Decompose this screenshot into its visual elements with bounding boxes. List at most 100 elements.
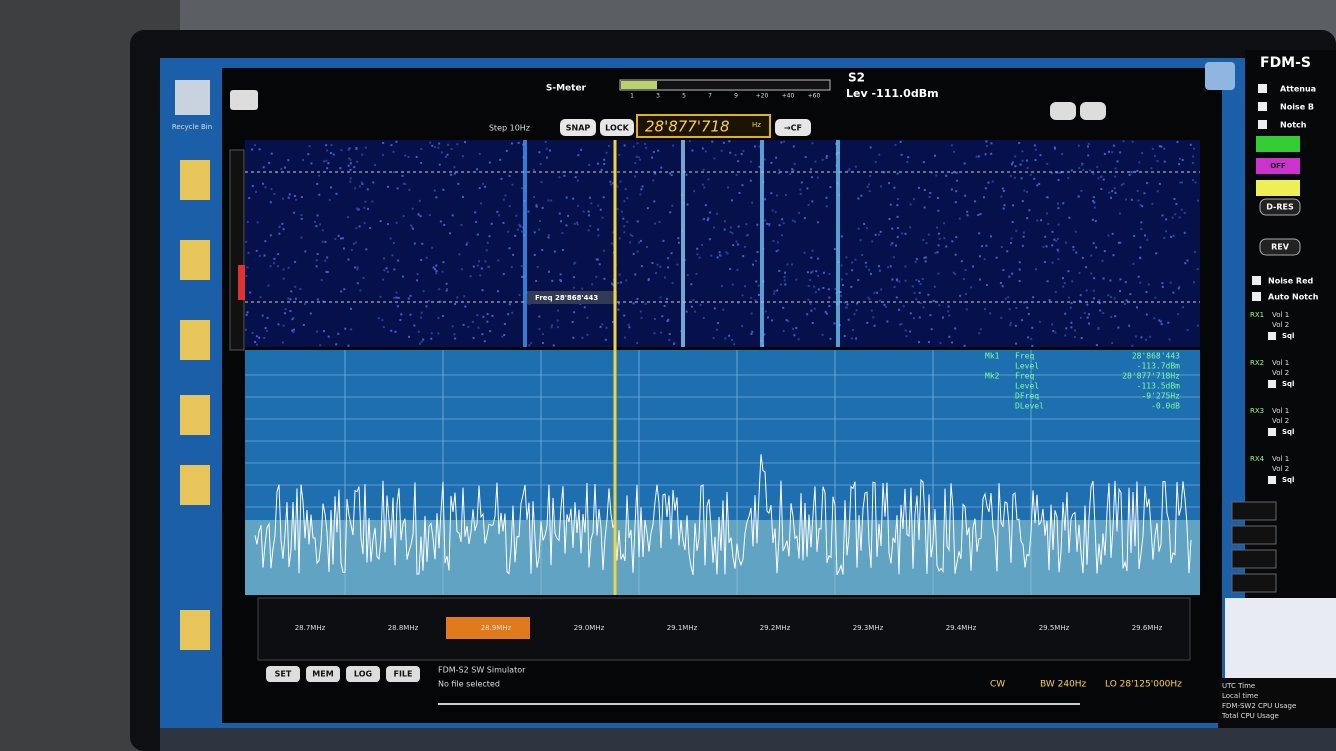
memory-slot[interactable] [1232, 502, 1276, 520]
notch-button[interactable] [1256, 180, 1300, 196]
waterfall-speck [934, 252, 936, 254]
memory-slot[interactable] [1232, 550, 1276, 568]
waterfall-speck [865, 262, 867, 264]
waterfall-speck [1139, 257, 1141, 259]
waterfall-speck [417, 273, 419, 275]
filter-button[interactable] [1050, 102, 1076, 120]
waterfall-speck [714, 307, 716, 309]
checkbox[interactable] [1258, 120, 1267, 129]
waterfall-speck [316, 265, 318, 267]
waterfall-speck [326, 167, 328, 169]
waterfall-speck [1087, 317, 1089, 319]
rev-label[interactable]: REV [1271, 243, 1290, 252]
waterfall-speck [247, 266, 249, 268]
waterfall-speck [636, 142, 638, 144]
lo: LO 28'125'000Hz [1105, 680, 1182, 690]
waterfall-speck [1028, 209, 1030, 211]
waterfall-speck [590, 202, 592, 204]
waterfall-speck [764, 219, 766, 221]
memory-slot[interactable] [1232, 526, 1276, 544]
waterfall-speck [1042, 246, 1044, 248]
speaker-button[interactable] [230, 90, 258, 110]
waterfall-speck [668, 339, 670, 341]
waterfall-speck [970, 286, 972, 288]
waterfall-speck [546, 157, 548, 159]
waterfall-speck [600, 209, 602, 211]
waterfall-speck [1136, 306, 1138, 308]
waterfall-speck [717, 256, 719, 258]
waterfall-speck [737, 244, 739, 246]
settings-button[interactable] [1205, 62, 1235, 90]
waterfall-speck [773, 293, 775, 295]
waterfall-speck [1174, 213, 1176, 215]
memory-slot[interactable] [1232, 574, 1276, 592]
waterfall-speck [758, 285, 760, 287]
bottom-button-label[interactable]: LOG [354, 670, 372, 679]
waterfall-speck [1019, 269, 1021, 271]
waterfall-speck [335, 193, 337, 195]
waterfall-speck [1087, 154, 1089, 156]
waterfall-speck [685, 174, 687, 176]
waterfall-speck [270, 234, 272, 236]
waterfall-speck [851, 269, 853, 271]
waterfall-speck [781, 218, 783, 220]
bottom-button-label[interactable]: SET [275, 670, 292, 679]
waterfall-speck [1062, 277, 1064, 279]
waterfall-speck [913, 317, 915, 319]
waterfall-speck [678, 242, 680, 244]
bottom-button-label[interactable]: MEM [312, 670, 333, 679]
waterfall-speck [722, 309, 724, 311]
waterfall-speck [1170, 282, 1172, 284]
notch-button[interactable] [1256, 136, 1300, 152]
checkbox[interactable] [1252, 292, 1261, 301]
waterfall-speck [854, 259, 856, 261]
waterfall-speck [735, 241, 737, 243]
waterfall-speck [1064, 282, 1066, 284]
waterfall-speck [473, 337, 475, 339]
waterfall-speck [300, 237, 302, 239]
waterfall-speck [454, 173, 456, 175]
waterfall-speck [629, 241, 631, 243]
waterfall-speck [942, 317, 944, 319]
checkbox[interactable] [1258, 102, 1267, 111]
waterfall-speck [780, 284, 782, 286]
snap-label[interactable]: SNAP [566, 124, 591, 133]
checkbox[interactable] [1268, 380, 1276, 388]
waterfall-speck [383, 269, 385, 271]
checkbox[interactable] [1268, 428, 1276, 436]
waterfall-speck [581, 337, 583, 339]
waterfall-speck [1164, 161, 1166, 163]
waterfall-speck [774, 290, 776, 292]
waterfall-speck [1155, 252, 1157, 254]
waterfall-speck [770, 192, 772, 194]
waterfall-speck [651, 262, 653, 264]
bottom-button-label[interactable]: FILE [393, 670, 412, 679]
waterfall-speck [446, 283, 448, 285]
waterfall-speck [584, 306, 586, 308]
checkbox[interactable] [1268, 476, 1276, 484]
waterfall-speck [491, 223, 493, 225]
waterfall-speck [1110, 296, 1112, 298]
waterfall-speck [361, 154, 363, 156]
waterfall-speck [1173, 235, 1175, 237]
lock-label[interactable]: LOCK [605, 124, 629, 133]
waterfall-speck [454, 303, 456, 305]
waterfall-speck [1143, 192, 1145, 194]
waterfall-speck [1082, 257, 1084, 259]
waterfall-speck [705, 204, 707, 206]
waterfall-speck [996, 257, 998, 259]
dres-label[interactable]: D-RES [1266, 203, 1294, 212]
waterfall-speck [480, 202, 482, 204]
checkbox[interactable] [1252, 276, 1261, 285]
waterfall-speck [361, 182, 363, 184]
waterfall-speck [507, 313, 509, 315]
af-button[interactable] [1080, 102, 1106, 120]
to-cf-label[interactable]: →CF [784, 124, 802, 133]
checkbox[interactable] [1268, 332, 1276, 340]
waterfall-speck [482, 183, 484, 185]
waterfall-speck [1114, 315, 1116, 317]
waterfall-speck [527, 211, 529, 213]
checkbox[interactable] [1258, 84, 1267, 93]
waterfall-speck [814, 308, 816, 310]
waterfall-speck [420, 148, 422, 150]
